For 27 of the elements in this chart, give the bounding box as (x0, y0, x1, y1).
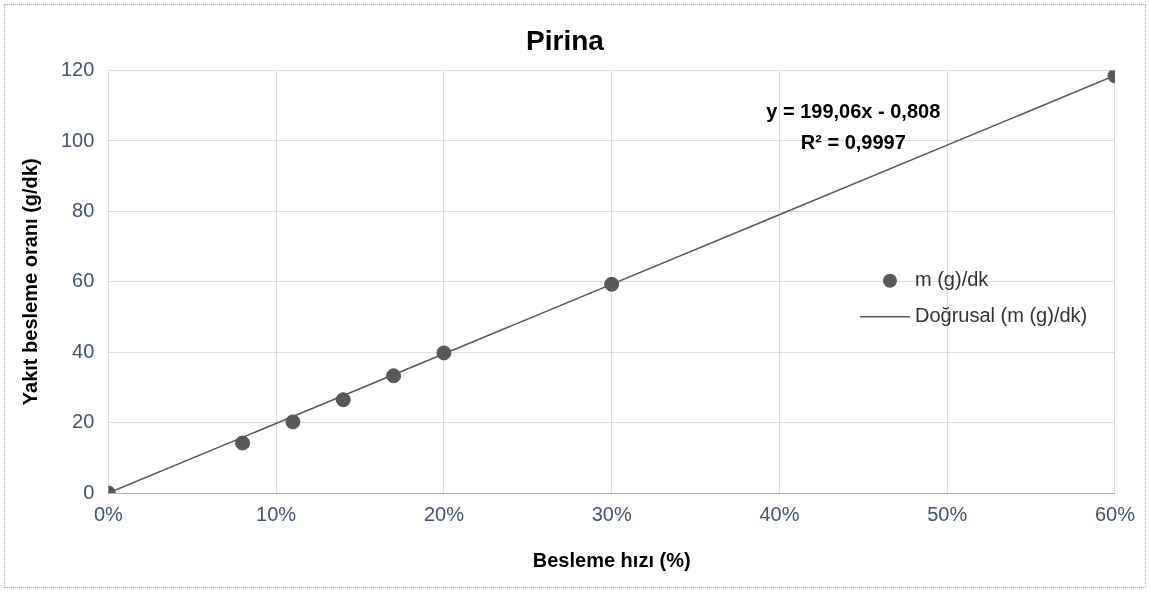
point (335, 392, 351, 408)
x-tick-label: 60% (1094, 502, 1136, 525)
y-tick-label: 120 (60, 58, 95, 81)
x-tick-label: 20% (423, 502, 465, 525)
y-tick-label: 80 (72, 198, 95, 221)
y-tick-label: 20 (72, 410, 95, 433)
annotation: R² = 0,9997 (800, 131, 906, 154)
x-tick-label: 0% (93, 502, 124, 525)
y-tick-label: 100 (60, 128, 95, 151)
y-tick-label: 40 (72, 339, 95, 362)
point (235, 435, 251, 451)
x-tick-label: 10% (256, 502, 297, 525)
point (386, 368, 402, 384)
chart-title: Pirina (526, 24, 605, 56)
legend-label: Doğrusal (m (g)/dk) (914, 304, 1088, 327)
x-tick-label: 40% (759, 502, 800, 525)
legend-label: m (g)/dk (914, 268, 990, 291)
point (436, 345, 452, 361)
point (604, 276, 620, 292)
annotation: y = 199,06x - 0,808 (766, 100, 941, 123)
x-tick-label: 30% (591, 502, 632, 525)
x-axis-title: Besleme hızı (%) (532, 548, 691, 571)
y-tick-label: 60 (72, 269, 95, 292)
point (285, 414, 301, 430)
x-tick-label: 50% (927, 502, 968, 525)
y-tick-label: 0 (83, 480, 95, 503)
y-axis-title: Yakıt besleme oranı (g/dk) (18, 158, 41, 406)
